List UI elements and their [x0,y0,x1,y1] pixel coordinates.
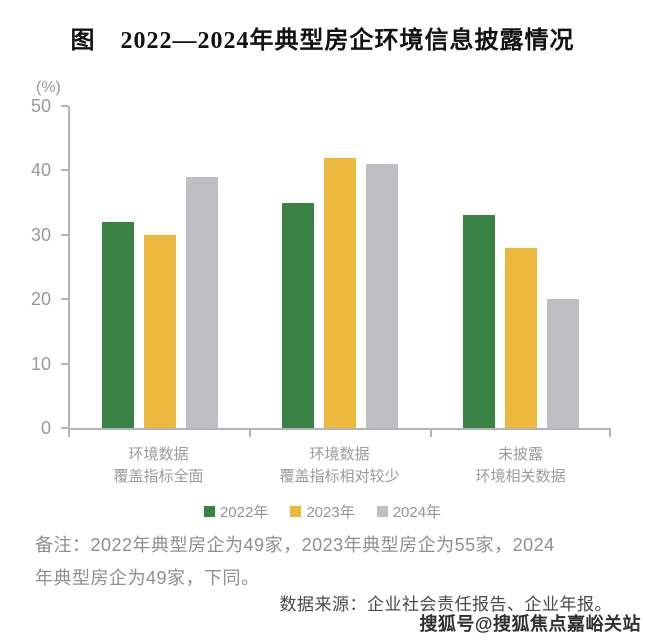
bar-2023年-group1 [144,234,177,428]
x-axis-labels: 环境数据 覆盖指标全面 环境数据 覆盖指标相对较少 未披露 环境相关数据 [68,444,611,488]
y-tick-mark-30 [61,233,68,236]
note-line-1: 备注：2022年典型房企为49家，2023年典型房企为55家，2024 [35,535,555,555]
y-tick-label-10: 10 [30,353,51,374]
legend-swatch-2023年 [290,506,302,517]
y-tick-mark-40 [61,169,68,172]
x-axis-label-2: 环境数据 覆盖指标相对较少 [279,446,400,485]
y-tick-mark-0 [61,427,68,429]
y-tick-label-0: 0 [40,418,51,438]
x-tick-mark-3 [609,430,611,437]
legend-swatch-2022年 [203,506,215,517]
bar-2023年-group2 [324,157,357,428]
bar-2022年-group2 [282,202,315,428]
chart-note: 备注：2022年典型房企为49家，2023年典型房企为55家，2024 年典型房… [35,529,617,595]
bar-group-1 [70,106,250,428]
bar-2022年-group3 [462,215,495,428]
legend-item-2023年: 2023年 [290,501,355,522]
y-tick-mark-50 [61,105,68,107]
chart-title: 图 2022—2024年典型房企环境信息披露情况 [70,28,575,54]
y-tick-label-50: 50 [30,96,51,116]
plot-area [68,106,611,430]
x-tick-mark-2 [429,430,432,437]
y-tick-mark-20 [61,298,68,301]
y-tick-mark-10 [61,362,68,365]
data-source: 数据来源：企业社会责任报告、企业年报。 [279,595,612,614]
bar-2024年-group1 [186,176,219,428]
x-axis-label-1: 环境数据 覆盖指标全面 [113,446,204,485]
note-line-2: 年典型房企为49家，下同。 [35,568,260,588]
bar-2022年-group1 [102,221,135,428]
bar-2024年-group2 [366,163,399,428]
bar-group-2 [250,106,430,428]
x-tick-mark-0 [68,430,70,437]
y-tick-label-40: 40 [30,160,51,181]
y-axis-unit-label: (%) [36,79,61,96]
legend: 2022年 2023年 2024年 [0,501,645,522]
watermark: 搜狐号@搜狐焦点嘉峪关站 [419,614,641,634]
legend-item-2024年: 2024年 [376,501,442,522]
bar-2024年-group3 [546,299,579,428]
x-axis-ticks [68,430,611,437]
x-tick-mark-1 [248,430,251,437]
legend-label-2023年: 2023年 [306,504,355,521]
y-tick-label-30: 30 [30,224,51,245]
legend-item-2022年: 2022年 [203,501,269,522]
legend-swatch-2024年 [376,506,388,517]
legend-label-2024年: 2024年 [392,504,442,521]
x-axis-label-3: 未披露 环境相关数据 [475,446,566,485]
legend-label-2022年: 2022年 [219,504,269,521]
bar-group-3 [431,106,611,428]
y-axis: 0 10 20 30 40 50 [0,96,68,438]
bar-2023年-group3 [504,247,537,428]
y-tick-label-20: 20 [30,289,51,310]
